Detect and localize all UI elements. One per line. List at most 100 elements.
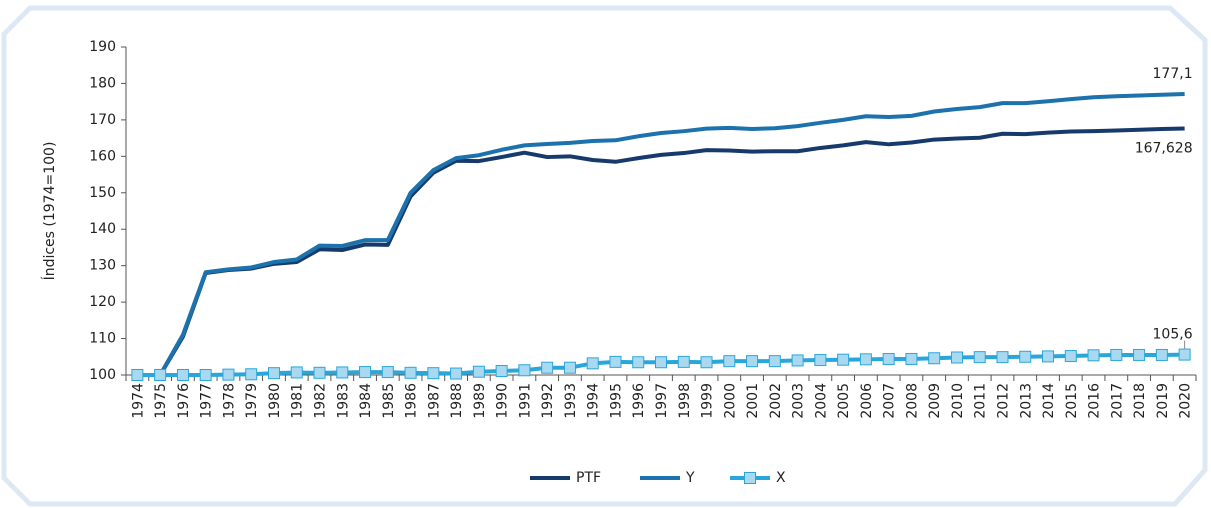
point-marker (450, 367, 463, 380)
x-tick-label: 2007 (882, 383, 898, 419)
data-label: 167,628 (1135, 141, 1193, 157)
x-tick-label: 1978 (221, 383, 237, 419)
x-tick-label: 1979 (244, 383, 260, 419)
x-tick-label: 1989 (472, 383, 488, 419)
point-marker (404, 366, 417, 379)
point-marker (131, 369, 144, 381)
x-tick-label: 2012 (995, 383, 1011, 419)
point-marker (1019, 350, 1032, 363)
line-series (137, 126, 1185, 377)
y-tick-label: 160 (89, 148, 116, 164)
x-tick-label: 1993 (563, 383, 579, 419)
x-tick-label: 2000 (722, 383, 738, 419)
x-tick-label: 1992 (540, 383, 556, 419)
point-marker (814, 354, 827, 367)
point-marker (996, 351, 1009, 364)
point-marker (154, 369, 167, 381)
y-tick-label: 110 (89, 331, 116, 347)
point-marker (381, 366, 394, 379)
y-tick-label: 120 (89, 294, 116, 310)
point-marker (290, 366, 303, 379)
point-marker (609, 355, 622, 368)
x-tick-label: 1994 (586, 383, 602, 419)
y-axis-label: Índices (1974=100) (41, 142, 58, 281)
x-tick-label: 2006 (859, 383, 875, 419)
point-marker (768, 355, 781, 368)
x-tick-label: 2020 (1178, 383, 1194, 419)
x-tick-label: 1974 (130, 383, 146, 419)
point-marker (336, 366, 349, 379)
x-tick-label: 2002 (768, 383, 784, 419)
point-marker (313, 366, 326, 379)
y-tick-label: 100 (89, 367, 116, 383)
point-marker (1110, 348, 1123, 361)
x-tick-label: 1999 (700, 383, 716, 419)
point-marker (222, 368, 235, 381)
x-tick-label: 2015 (1064, 383, 1080, 419)
point-marker (837, 353, 850, 366)
point-marker (746, 355, 759, 368)
point-marker (950, 351, 963, 364)
point-marker (1133, 348, 1146, 361)
point-marker (563, 361, 576, 374)
point-marker (928, 352, 941, 365)
x-tick-label: 1976 (176, 383, 192, 419)
x-tick-label: 1991 (517, 383, 533, 419)
y-tick-label: 150 (89, 185, 116, 201)
legend-label: Y (685, 470, 695, 486)
x-tick-label: 1982 (313, 383, 329, 419)
x-tick-label: 1997 (654, 383, 670, 419)
x-tick-label: 1985 (381, 383, 397, 419)
x-tick-label: 2019 (1155, 383, 1171, 419)
point-marker (723, 355, 736, 368)
point-marker (245, 368, 258, 381)
point-marker (859, 353, 872, 366)
point-marker (905, 352, 918, 365)
y-tick-label: 130 (89, 258, 116, 274)
y-tick-label: 140 (89, 221, 116, 237)
x-tick-label: 2017 (1109, 383, 1125, 419)
x-tick-label: 2003 (791, 383, 807, 419)
x-tick-label: 2016 (1087, 383, 1103, 419)
point-marker (1064, 350, 1077, 363)
point-marker (700, 356, 713, 369)
legend-marker (744, 472, 756, 484)
point-marker (1087, 349, 1100, 362)
x-tick-label: 1987 (426, 383, 442, 419)
x-tick-label: 1983 (335, 383, 351, 419)
y-tick-label: 190 (89, 39, 116, 55)
point-marker (359, 366, 372, 379)
point-marker (586, 357, 599, 370)
x-tick-label: 1984 (358, 383, 374, 419)
x-tick-label: 1981 (290, 383, 306, 419)
y-tick-label: 180 (89, 75, 116, 91)
point-marker (655, 356, 667, 369)
point-marker (1042, 350, 1055, 363)
x-tick-label: 2005 (836, 383, 852, 419)
point-marker (791, 354, 804, 367)
x-tick-label: 1977 (199, 383, 215, 419)
x-tick-label: 2010 (950, 383, 966, 419)
x-tick-label: 2009 (927, 383, 943, 419)
frame (1, 5, 1208, 507)
x-tick-label: 1986 (404, 383, 420, 419)
point-marker (427, 367, 440, 380)
line-series (137, 92, 1185, 377)
x-tick-label: 1988 (449, 383, 465, 419)
data-label: 177,1 (1153, 66, 1193, 82)
point-marker (541, 361, 554, 374)
point-marker (1155, 348, 1168, 361)
point-marker (1178, 348, 1191, 361)
point-marker (267, 367, 280, 380)
x-tick-label: 2008 (904, 383, 920, 419)
point-marker (176, 369, 189, 381)
point-marker (495, 364, 508, 377)
point-marker (472, 365, 485, 378)
legend-label: PTF (576, 470, 601, 486)
x-tick-label: 2011 (973, 383, 989, 419)
point-marker (973, 351, 986, 364)
data-label: 105,6 (1153, 327, 1193, 343)
x-tick-label: 1995 (608, 383, 624, 419)
y-tick-label: 170 (89, 112, 116, 128)
